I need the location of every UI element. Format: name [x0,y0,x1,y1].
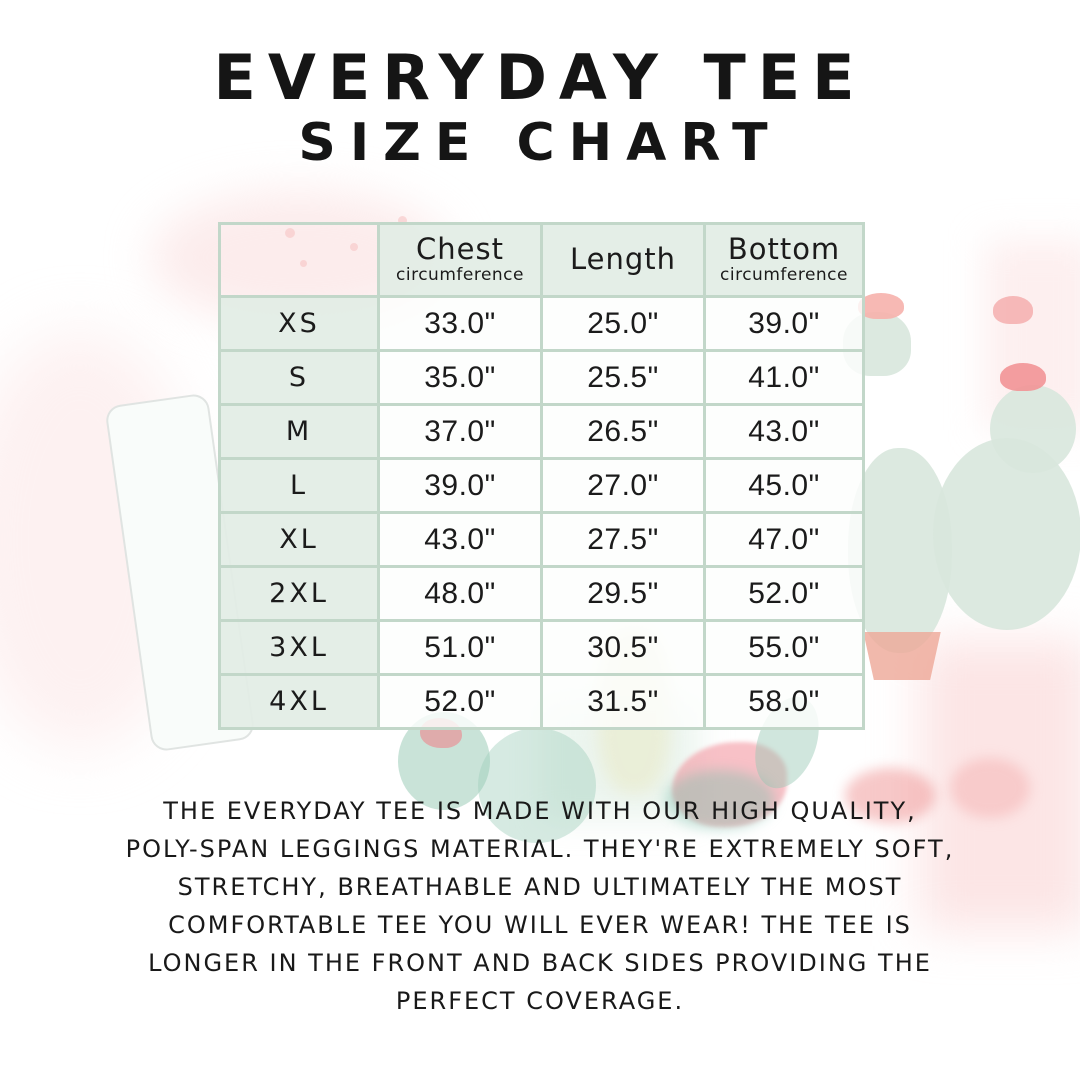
product-description: THE EVERYDAY TEE IS MADE WITH OUR HIGH Q… [40,792,1040,1020]
column-header-bottom: Bottom circumference [703,222,865,298]
title-size-chart: SIZE CHART [298,113,782,174]
column-header-chest: Chest circumference [377,222,543,298]
table-row: L 39.0" 27.0" 45.0" [218,457,865,514]
size-label: 3XL [218,619,380,676]
chest-value: 35.0" [377,349,543,406]
chest-value: 52.0" [377,673,543,730]
watermark-flower-icon [993,296,1033,324]
table-row: 4XL 52.0" 31.5" 58.0" [218,673,865,730]
chest-value: 39.0" [377,457,543,514]
bottom-value: 52.0" [703,565,865,622]
chest-value: 43.0" [377,511,543,568]
table-row: 3XL 51.0" 30.5" 55.0" [218,619,865,676]
description-line: THE EVERYDAY TEE IS MADE WITH OUR HIGH Q… [163,797,917,825]
column-sublabel: circumference [396,265,524,286]
watermark-pink-wash-left [0,330,200,750]
watermark-pink-wash-right-upper [985,240,1080,430]
page-title: EVERYDAY TEE SIZE CHART [0,41,1080,174]
bottom-value: 47.0" [703,511,865,568]
column-label: Chest [416,232,504,267]
table-row: XL 43.0" 27.5" 47.0" [218,511,865,568]
size-label: 4XL [218,673,380,730]
chest-value: 37.0" [377,403,543,460]
description-line: PERFECT COVERAGE. [395,987,685,1015]
bottom-value: 43.0" [703,403,865,460]
description-line: COMFORTABLE TEE YOU WILL EVER WEAR! THE … [168,911,912,939]
size-label: S [218,349,380,406]
length-value: 30.5" [540,619,706,676]
chest-value: 48.0" [377,565,543,622]
size-label: 2XL [218,565,380,622]
length-value: 29.5" [540,565,706,622]
length-value: 26.5" [540,403,706,460]
bottom-value: 58.0" [703,673,865,730]
title-product-name: EVERYDAY TEE [213,41,867,114]
description-line: LONGER IN THE FRONT AND BACK SIDES PROVI… [148,949,932,977]
column-header-length: Length [540,222,706,298]
length-value: 27.0" [540,457,706,514]
watermark-cactus-pot [863,632,941,680]
column-sublabel: circumference [720,265,848,286]
description-line: STRETCHY, BREATHABLE AND ULTIMATELY THE … [177,873,903,901]
column-label: Length [569,242,677,277]
size-chart-table: Chest circumference Length Bottom circum… [218,222,865,730]
size-label: XS [218,295,380,352]
size-label: M [218,403,380,460]
table-row: S 35.0" 25.5" 41.0" [218,349,865,406]
table-corner-empty [218,222,380,298]
column-label: Bottom [727,232,841,267]
chest-value: 33.0" [377,295,543,352]
watermark-cactus-pad-big [933,438,1080,630]
chest-value: 51.0" [377,619,543,676]
size-label: L [218,457,380,514]
table-row: 2XL 48.0" 29.5" 52.0" [218,565,865,622]
bottom-value: 41.0" [703,349,865,406]
table-row: M 37.0" 26.5" 43.0" [218,403,865,460]
bottom-value: 45.0" [703,457,865,514]
bottom-value: 55.0" [703,619,865,676]
length-value: 31.5" [540,673,706,730]
description-line: POLY-SPAN LEGGINGS MATERIAL. THEY'RE EXT… [125,835,955,863]
table-row: XS 33.0" 25.0" 39.0" [218,295,865,352]
watermark-flower-icon [1000,363,1046,391]
length-value: 25.0" [540,295,706,352]
size-label: XL [218,511,380,568]
length-value: 25.5" [540,349,706,406]
bottom-value: 39.0" [703,295,865,352]
length-value: 27.5" [540,511,706,568]
table-header-row: Chest circumference Length Bottom circum… [218,222,865,298]
watermark-cactus-pad-upper [990,385,1076,473]
